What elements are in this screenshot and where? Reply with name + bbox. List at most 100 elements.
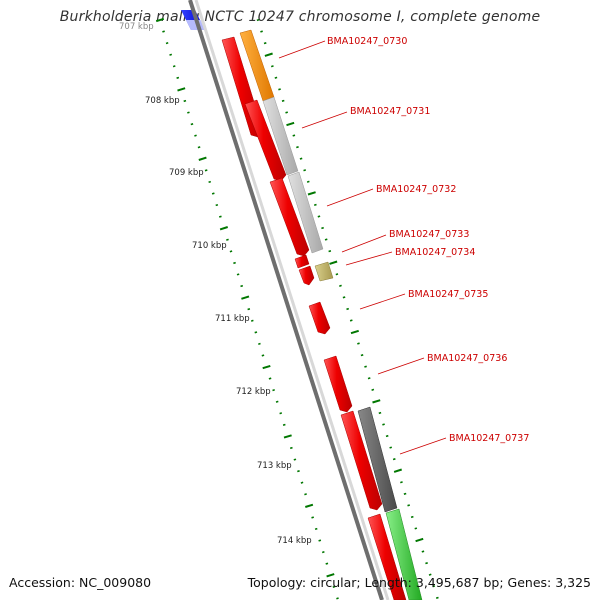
cog-blocks xyxy=(239,29,423,600)
minor-tick xyxy=(325,562,329,565)
gene-arrow-0736[interactable] xyxy=(323,355,353,413)
minor-tick xyxy=(256,18,260,22)
minor-tick xyxy=(250,319,254,322)
minor-tick xyxy=(364,365,367,368)
gene-labels: BMA10247_0730 BMA10247_0731 BMA10247_073… xyxy=(278,36,529,455)
minor-tick xyxy=(317,215,321,218)
minor-tick xyxy=(240,284,244,288)
minor-tick xyxy=(421,550,425,553)
minor-tick xyxy=(187,111,190,114)
major-tick xyxy=(177,87,186,92)
major-tick xyxy=(283,434,292,439)
minor-tick xyxy=(385,434,389,438)
gene-arrow-next[interactable] xyxy=(367,513,407,600)
gene-label-0730: BMA10247_0730 xyxy=(327,36,407,47)
minor-tick xyxy=(254,331,258,334)
minor-tick xyxy=(263,42,267,45)
minor-tick xyxy=(321,226,324,230)
gene-label-0737: BMA10247_0737 xyxy=(449,433,529,444)
major-tick xyxy=(219,226,229,231)
tick-label: 709 kbp xyxy=(169,168,204,178)
minor-tick xyxy=(183,99,187,103)
topology-summary: Topology: circular; Length: 3,495,687 bp… xyxy=(247,575,591,590)
leader-line xyxy=(301,111,348,129)
minor-tick xyxy=(339,284,342,287)
minor-tick xyxy=(293,458,297,461)
gene-arrow-0734[interactable] xyxy=(298,265,315,286)
cog-block-next[interactable] xyxy=(385,508,423,600)
major-tick xyxy=(198,156,207,161)
minor-tick xyxy=(296,146,299,149)
minor-tick xyxy=(208,180,212,184)
minor-tick xyxy=(258,342,261,345)
minor-tick xyxy=(282,423,286,426)
minor-tick xyxy=(378,411,382,415)
minor-tick xyxy=(414,527,418,530)
minor-tick xyxy=(204,169,208,172)
minor-tick xyxy=(211,192,215,195)
minor-tick xyxy=(190,123,194,126)
strand-genes xyxy=(221,36,407,600)
minor-tick xyxy=(292,134,296,137)
cog-block-0737[interactable] xyxy=(357,406,398,513)
minor-tick xyxy=(289,446,293,450)
minor-tick xyxy=(332,585,336,588)
minor-tick xyxy=(275,400,279,403)
outer-tick-scale xyxy=(256,18,439,599)
minor-tick xyxy=(410,515,414,519)
major-tick xyxy=(305,503,314,508)
minor-tick xyxy=(278,88,281,91)
gene-arrow-0733[interactable] xyxy=(294,254,310,269)
map-title: Burkholderia mallei NCTC 10247 chromosom… xyxy=(59,9,541,25)
major-tick xyxy=(307,191,316,196)
tick-labels: 707 kbp 708 kbp 709 kbp 710 kbp 711 kbp … xyxy=(119,22,312,546)
gene-label-0732: BMA10247_0732 xyxy=(376,184,456,195)
minor-tick xyxy=(407,504,411,507)
minor-tick xyxy=(360,354,364,357)
major-tick xyxy=(155,17,165,23)
minor-tick xyxy=(313,203,317,207)
minor-tick xyxy=(349,319,353,322)
minor-tick xyxy=(233,261,236,265)
leader-line xyxy=(399,437,447,455)
cog-block-0731[interactable] xyxy=(262,96,299,176)
accession-text: Accession: NC_009080 xyxy=(9,575,152,590)
gene-label-0731: BMA10247_0731 xyxy=(350,106,430,117)
minor-tick xyxy=(304,493,307,496)
minor-tick xyxy=(300,481,304,484)
cog-block-0733[interactable] xyxy=(314,261,334,282)
major-tick xyxy=(372,399,381,404)
minor-tick xyxy=(162,30,165,33)
minor-tick xyxy=(297,470,300,473)
tick-label: 711 kbp xyxy=(215,314,250,324)
minor-tick xyxy=(299,157,303,160)
minor-tick xyxy=(336,597,339,600)
minor-tick xyxy=(321,551,325,554)
gene-arrow-0735[interactable] xyxy=(308,301,331,335)
minor-tick xyxy=(176,76,180,79)
leader-line xyxy=(359,293,406,310)
major-tick xyxy=(326,573,335,578)
leader-line xyxy=(326,188,374,207)
gene-arrow-0737[interactable] xyxy=(340,410,383,511)
minor-tick xyxy=(400,481,403,484)
gene-label-0735: BMA10247_0735 xyxy=(408,289,488,300)
minor-tick xyxy=(392,458,396,461)
minor-tick xyxy=(236,273,240,276)
minor-tick xyxy=(226,238,229,241)
minor-tick xyxy=(285,111,289,114)
minor-tick xyxy=(279,412,283,415)
leader-line xyxy=(345,251,393,266)
minor-tick xyxy=(215,203,219,207)
major-tick xyxy=(415,537,424,543)
cog-block-0732[interactable] xyxy=(287,171,324,254)
minor-tick xyxy=(261,354,265,357)
gene-arrow-0732[interactable] xyxy=(269,177,310,257)
gene-arrow-0731[interactable] xyxy=(244,99,287,182)
minor-tick xyxy=(260,30,263,33)
minor-tick xyxy=(346,307,350,311)
minor-tick xyxy=(403,492,407,495)
minor-tick xyxy=(324,238,328,241)
major-tick xyxy=(393,468,403,473)
